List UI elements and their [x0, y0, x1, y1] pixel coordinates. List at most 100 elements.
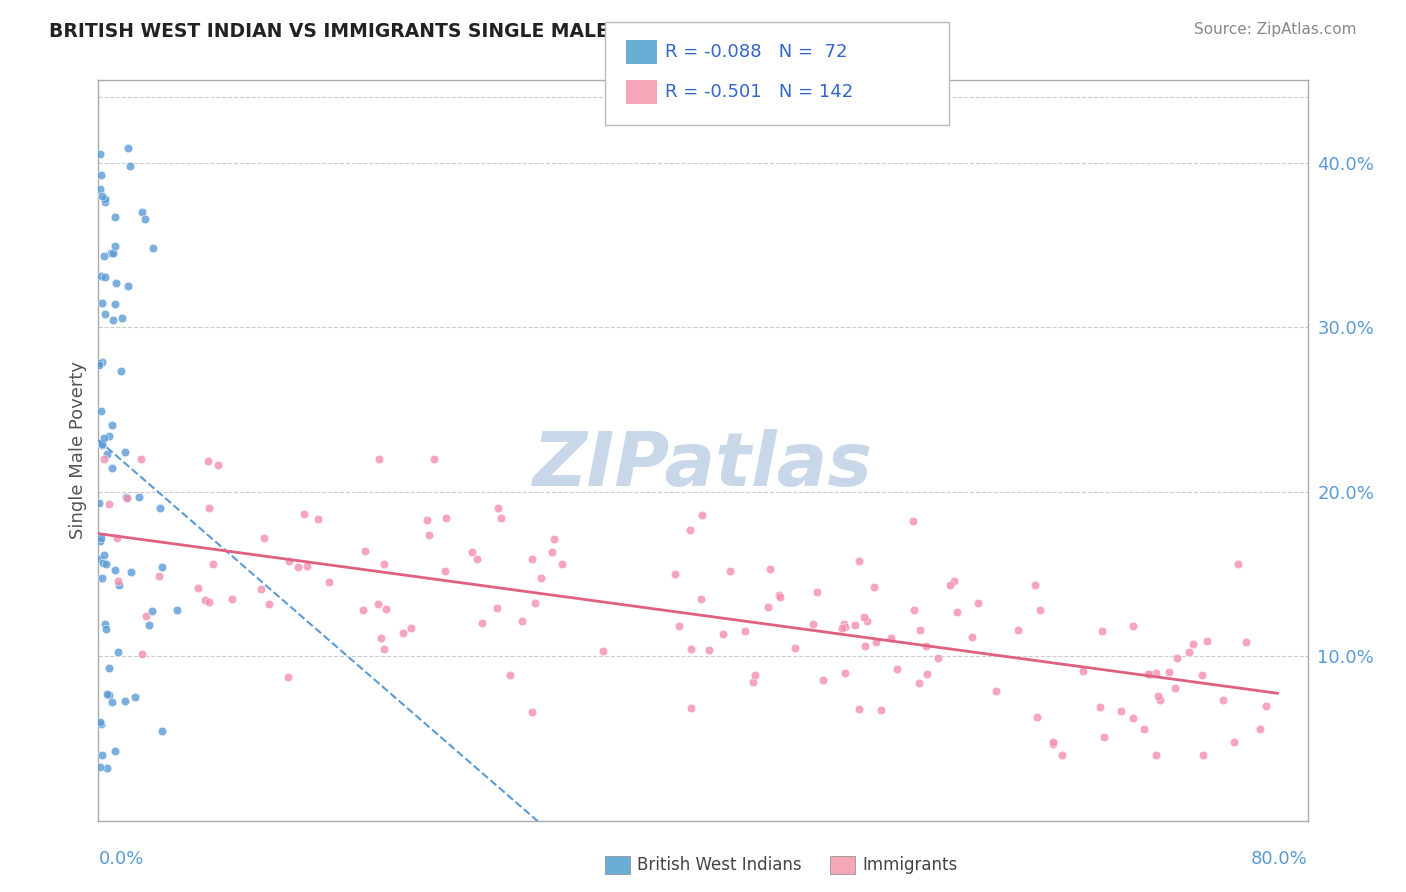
Point: [541, 545, 564, 559]
Point: [373, 558, 395, 572]
Point: [197, 454, 219, 468]
Point: [1227, 557, 1250, 571]
Point: [252, 531, 274, 545]
Point: [1092, 730, 1115, 744]
Point: [530, 571, 553, 585]
Point: [1234, 635, 1257, 649]
Point: [354, 544, 377, 558]
Point: [97, 688, 120, 702]
Point: [91, 355, 114, 369]
Point: [89, 534, 111, 549]
Point: [853, 609, 876, 624]
Point: [94, 617, 117, 632]
Point: [90, 438, 112, 452]
Point: [94, 622, 117, 636]
Point: [100, 695, 122, 709]
Point: [87, 552, 110, 566]
Point: [399, 621, 422, 635]
Point: [901, 514, 924, 528]
Point: [91, 556, 114, 570]
Point: [352, 603, 374, 617]
Point: [1149, 692, 1171, 706]
Point: [115, 490, 138, 504]
Point: [915, 667, 938, 681]
Point: [1042, 735, 1064, 749]
Point: [107, 574, 129, 588]
Point: [679, 701, 702, 715]
Point: [1254, 699, 1277, 714]
Point: [734, 624, 756, 638]
Point: [104, 296, 127, 310]
Point: [1144, 747, 1167, 762]
Point: [806, 584, 828, 599]
Point: [120, 159, 142, 173]
Point: [134, 212, 156, 227]
Point: [1197, 634, 1219, 648]
Point: [1071, 665, 1094, 679]
Text: 0.0%: 0.0%: [98, 850, 143, 868]
Point: [93, 307, 115, 321]
Point: [783, 640, 806, 655]
Point: [93, 548, 115, 562]
Point: [1191, 668, 1213, 682]
Point: [278, 554, 301, 568]
Point: [801, 617, 824, 632]
Point: [433, 564, 456, 578]
Point: [908, 676, 931, 690]
Point: [769, 590, 792, 604]
Point: [434, 511, 457, 525]
Point: [96, 761, 118, 775]
Point: [201, 557, 224, 571]
Point: [520, 552, 543, 566]
Point: [461, 544, 484, 558]
Point: [834, 620, 856, 634]
Point: [100, 418, 122, 433]
Point: [1133, 722, 1156, 736]
Point: [292, 507, 315, 521]
Point: [124, 690, 146, 704]
Point: [257, 597, 280, 611]
Point: [117, 141, 139, 155]
Point: [903, 602, 925, 616]
Point: [367, 598, 389, 612]
Point: [142, 241, 165, 255]
Point: [375, 602, 398, 616]
Point: [89, 714, 111, 729]
Point: [668, 618, 690, 632]
Point: [1028, 603, 1050, 617]
Point: [551, 557, 574, 571]
Point: [423, 451, 446, 466]
Point: [207, 458, 229, 472]
Point: [768, 588, 790, 602]
Point: [844, 617, 866, 632]
Point: [880, 631, 903, 645]
Point: [1091, 624, 1114, 638]
Point: [485, 600, 508, 615]
Point: [679, 642, 702, 657]
Point: [221, 591, 243, 606]
Point: [115, 491, 138, 505]
Point: [1050, 747, 1073, 762]
Point: [370, 632, 392, 646]
Point: [1164, 681, 1187, 696]
Point: [117, 279, 139, 293]
Point: [198, 595, 221, 609]
Point: [1007, 623, 1029, 637]
Point: [91, 436, 114, 450]
Point: [510, 615, 533, 629]
Point: [104, 211, 127, 225]
Point: [104, 563, 127, 577]
Point: [100, 245, 122, 260]
Point: [499, 668, 522, 682]
Point: [1249, 722, 1271, 736]
Point: [166, 603, 188, 617]
Point: [939, 577, 962, 591]
Point: [307, 512, 329, 526]
Point: [297, 558, 319, 573]
Point: [97, 661, 120, 675]
Point: [104, 744, 127, 758]
Point: [1144, 666, 1167, 681]
Point: [986, 684, 1008, 698]
Point: [150, 723, 173, 738]
Point: [471, 616, 494, 631]
